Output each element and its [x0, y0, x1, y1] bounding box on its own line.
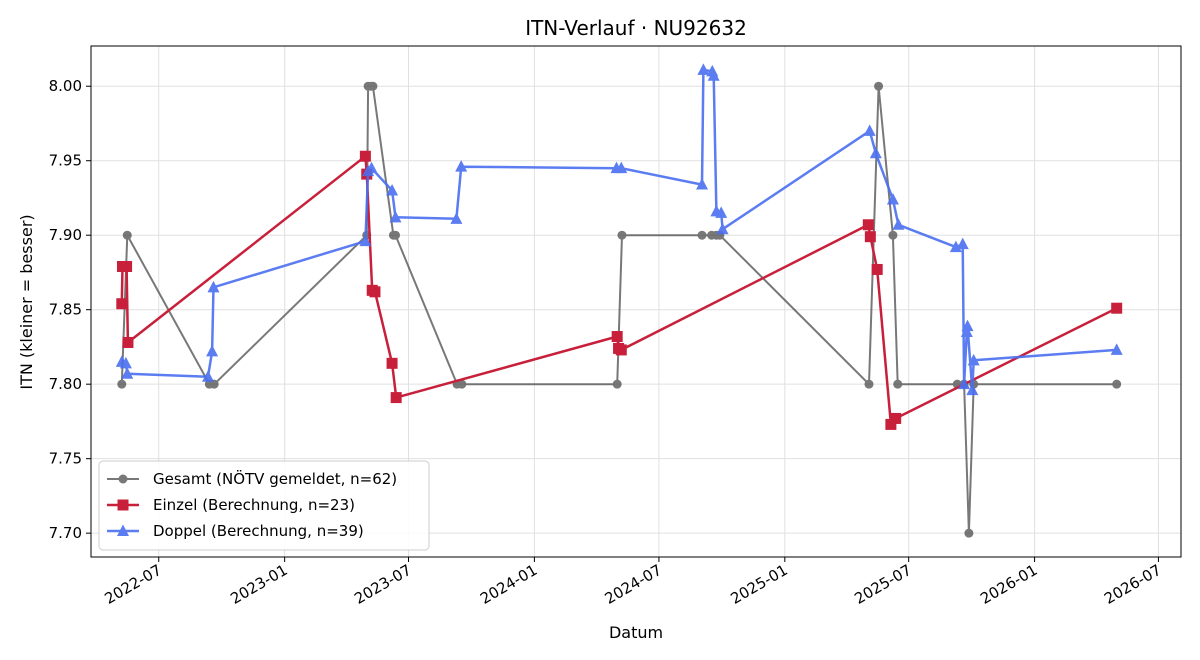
legend-label: Doppel (Berechnung, n=39)	[153, 522, 364, 540]
chart-title: ITN-Verlauf · NU92632	[525, 16, 747, 40]
y-tick-label: 7.90	[49, 226, 82, 244]
data-point	[389, 210, 402, 223]
legend-label: Gesamt (NÖTV gemeldet, n=62)	[153, 469, 397, 488]
data-point	[122, 336, 134, 348]
data-point	[874, 81, 884, 91]
data-point	[615, 161, 628, 174]
y-tick-label: 7.70	[49, 524, 82, 542]
data-point	[457, 379, 467, 389]
data-point	[956, 237, 969, 250]
data-point	[862, 219, 874, 231]
y-tick-label: 7.80	[49, 375, 82, 393]
x-tick-label: 2026-07	[1101, 561, 1164, 608]
data-point	[121, 260, 133, 272]
x-tick-label: 2024-01	[477, 561, 540, 608]
data-point	[864, 231, 876, 243]
data-point	[202, 370, 215, 382]
y-tick-label: 7.85	[49, 301, 82, 319]
data-point	[967, 353, 980, 366]
data-point	[893, 379, 903, 389]
x-tick-label: 2026-01	[977, 561, 1040, 608]
legend-marker	[117, 524, 129, 536]
data-point	[611, 331, 623, 343]
data-point	[696, 178, 709, 190]
y-tick-label: 7.95	[49, 152, 82, 170]
data-point	[961, 319, 974, 332]
data-point	[885, 418, 897, 430]
data-point	[615, 344, 627, 356]
data-point	[117, 379, 127, 389]
data-point	[450, 212, 463, 224]
legend-marker	[117, 499, 129, 511]
data-point	[707, 69, 720, 81]
x-tick-label: 2025-01	[728, 561, 791, 608]
data-point	[207, 280, 220, 293]
data-point	[715, 206, 728, 218]
x-tick-label: 2022-07	[101, 561, 164, 608]
data-point	[359, 150, 371, 162]
data-point	[966, 383, 979, 396]
data-point	[206, 344, 219, 357]
data-point	[612, 379, 622, 389]
data-point	[359, 234, 372, 247]
legend-entry	[107, 474, 139, 484]
y-axis-label: ITN (kleiner = besser)	[17, 214, 36, 389]
data-point	[365, 161, 378, 174]
series-line	[121, 68, 1117, 392]
legend-label: Einzel (Berechnung, n=23)	[153, 496, 355, 514]
data-point	[121, 367, 134, 379]
data-point	[386, 184, 399, 196]
x-tick-label: 2023-01	[227, 561, 290, 608]
data-point	[863, 124, 876, 136]
data-point	[1111, 302, 1123, 314]
legend-marker	[118, 474, 128, 484]
data-point	[455, 160, 468, 172]
data-point	[871, 263, 883, 275]
data-point	[369, 286, 381, 298]
x-axis-label: Datum	[609, 623, 663, 642]
legend-entry	[107, 524, 139, 536]
plot-frame	[90, 45, 1182, 558]
data-point	[949, 240, 962, 253]
data-point	[390, 392, 402, 404]
data-point	[890, 412, 902, 424]
data-point	[368, 81, 378, 91]
data-point	[892, 218, 905, 230]
data-point	[716, 222, 729, 235]
data-point	[960, 325, 973, 338]
series-layer	[115, 63, 1123, 538]
data-point	[886, 192, 899, 205]
legend: Gesamt (NÖTV gemeldet, n=62) Einzel (Bere…	[98, 460, 430, 551]
y-tick-label: 7.75	[49, 450, 82, 468]
data-point	[697, 63, 710, 75]
data-point	[1112, 379, 1122, 389]
x-tick-label: 2024-07	[602, 561, 665, 608]
legend-entry	[107, 499, 139, 511]
data-point	[390, 230, 400, 240]
y-tick-label: 8.00	[49, 77, 82, 95]
data-point	[697, 230, 707, 240]
x-tick-label: 2023-07	[351, 561, 414, 608]
data-point	[958, 377, 971, 390]
data-point	[122, 230, 132, 240]
data-point	[116, 298, 128, 310]
data-point	[864, 379, 874, 389]
data-point	[119, 356, 132, 369]
data-point	[888, 230, 898, 240]
data-point	[964, 528, 974, 538]
x-tick-label: 2025-07	[851, 561, 914, 608]
data-point	[617, 230, 627, 240]
data-point	[209, 379, 219, 389]
series-triangle	[115, 63, 1123, 396]
legend-box	[98, 460, 430, 551]
data-point	[386, 357, 398, 369]
data-point	[1110, 343, 1123, 355]
data-point	[869, 146, 882, 159]
